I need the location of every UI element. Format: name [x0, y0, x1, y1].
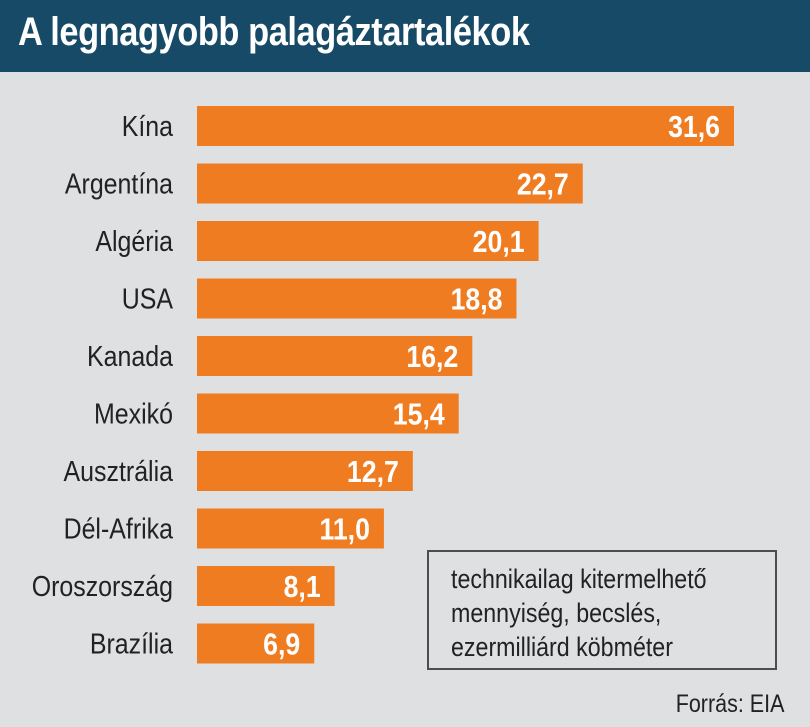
chart-title: A legnagyobb palagáztartalékok [18, 10, 530, 54]
bar-1 [197, 163, 583, 204]
bar-4 [197, 336, 473, 376]
value-label-8: 8,1 [284, 570, 321, 604]
category-label-1: Argentína [65, 168, 174, 200]
value-label-9: 6,9 [263, 628, 300, 662]
value-label-4: 16,2 [406, 340, 458, 374]
category-label-5: Mexikó [94, 398, 173, 430]
bar-5 [197, 393, 459, 434]
legend-line-2: mennyiség, becslés, [451, 598, 662, 628]
category-label-7: Dél-Afrika [64, 513, 174, 545]
category-label-2: Algéria [95, 225, 173, 257]
bar-9 [197, 623, 315, 664]
value-label-6: 12,7 [347, 455, 399, 489]
source-note: Forrás: EIA [675, 690, 784, 718]
category-label-9: Brazília [90, 628, 174, 660]
category-label-4: Kanada [87, 340, 174, 372]
category-label-6: Ausztrália [64, 455, 174, 487]
bar-3 [197, 278, 517, 319]
bar-2 [197, 221, 539, 261]
legend-line-1: technikailag kitermelhető [451, 564, 707, 594]
value-label-1: 22,7 [517, 168, 569, 202]
category-label-8: Oroszország [32, 570, 173, 602]
bar-7 [197, 508, 384, 549]
legend-line-3: ezermilliárd köbméter [451, 632, 673, 662]
title-bar: A legnagyobb palagáztartalékok [0, 0, 810, 72]
bar-6 [197, 451, 413, 491]
value-label-5: 15,4 [393, 398, 445, 432]
value-label-0: 31,6 [668, 110, 720, 144]
bar-0 [197, 106, 734, 146]
category-label-3: USA [122, 283, 173, 315]
category-label-0: Kína [122, 110, 174, 142]
value-label-7: 11,0 [320, 513, 370, 547]
bar-8 [197, 566, 335, 606]
legend-box: technikailag kitermelhető mennyiség, bec… [427, 550, 777, 670]
value-label-3: 18,8 [451, 283, 503, 317]
value-label-2: 20,1 [473, 225, 525, 259]
